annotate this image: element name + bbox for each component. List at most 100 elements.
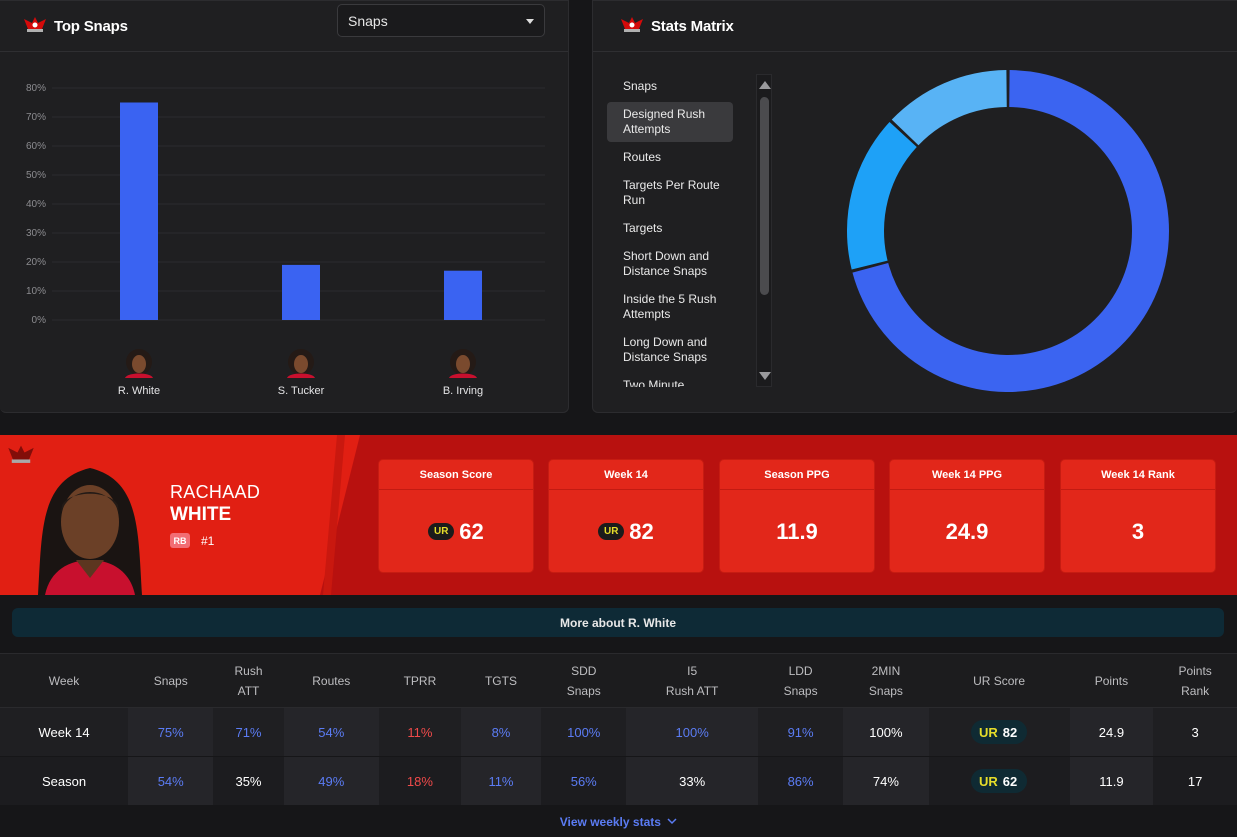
column-header-label: Rush ATT bbox=[665, 683, 719, 698]
column-header[interactable]: 2MIN Snaps bbox=[843, 653, 929, 708]
column-header-label: TPRR bbox=[403, 673, 437, 688]
stat-card-label: Week 14 Rank bbox=[1061, 460, 1215, 490]
stat-card-value-wrap: UR 62 bbox=[379, 490, 533, 572]
position-badge: RB bbox=[170, 533, 190, 548]
matrix-item[interactable]: Routes bbox=[623, 150, 662, 164]
stat-card-season-score: Season Score UR 62 bbox=[378, 459, 534, 573]
column-header[interactable]: I5 Rush ATT bbox=[626, 653, 758, 708]
cell-points-rank: 17 bbox=[1153, 756, 1237, 806]
top-snaps-header: Top Snaps Snaps bbox=[0, 1, 568, 52]
column-header[interactable]: SDD Snaps bbox=[541, 653, 627, 708]
stat-card-label: Season Score bbox=[379, 460, 533, 490]
player-headshot bbox=[38, 468, 142, 595]
ur-logo-icon: UR bbox=[598, 523, 625, 540]
column-header[interactable]: LDD Snaps bbox=[757, 653, 844, 708]
x-category-label: B. Irving bbox=[443, 385, 483, 397]
donut-slice[interactable] bbox=[891, 70, 1007, 146]
column-header-label: UR Score bbox=[973, 673, 1026, 688]
weekly-stats-table: Week Snaps Rush ATT Routes TPRR TGTS SDD Snaps I5… bbox=[0, 653, 1237, 806]
team-logo-icon bbox=[621, 17, 643, 32]
column-header-label: ATT bbox=[237, 683, 260, 698]
column-header-label: 2MIN bbox=[871, 663, 901, 678]
column-header[interactable]: TGTS bbox=[460, 653, 542, 708]
x-category-label: S. Tucker bbox=[278, 385, 325, 397]
ur-logo-icon: UR bbox=[978, 724, 998, 740]
chevron-down-icon bbox=[667, 818, 677, 825]
matrix-item[interactable]: Inside the 5 Rush Attempts bbox=[623, 292, 717, 321]
matrix-item[interactable]: Two Minute bbox=[623, 378, 685, 387]
matrix-item[interactable]: Targets bbox=[623, 221, 663, 235]
cell-ldd: 91% bbox=[757, 707, 844, 757]
column-header[interactable]: Snaps bbox=[128, 653, 214, 708]
cell-ldd: 86% bbox=[757, 756, 844, 806]
stat-card-value: 62 bbox=[459, 518, 484, 544]
y-tick-label: 30% bbox=[26, 228, 46, 239]
player-avatar bbox=[287, 349, 315, 378]
top-snaps-bar-chart: 0% 10% 20% 30% 40% 50% 60% 70% 80% R. White S. Tuc… bbox=[26, 83, 545, 397]
column-header-label: Rush bbox=[234, 663, 263, 678]
column-header-label: I5 bbox=[687, 663, 698, 678]
column-header[interactable]: TPRR bbox=[378, 653, 461, 708]
table-header-row: Week Snaps Rush ATT Routes TPRR TGTS SDD Snaps I5… bbox=[0, 653, 1237, 708]
column-header[interactable]: Routes bbox=[283, 653, 379, 708]
cell-points: 11.9 bbox=[1069, 756, 1154, 806]
donut-slice[interactable] bbox=[847, 121, 917, 270]
scroll-up-icon[interactable] bbox=[759, 81, 771, 89]
stat-card-label: Week 14 PPG bbox=[890, 460, 1044, 490]
column-header-label: SDD bbox=[571, 663, 597, 678]
column-header[interactable]: UR Score bbox=[928, 653, 1070, 708]
matrix-item[interactable]: Short Down and Distance Snaps bbox=[623, 249, 710, 278]
column-header[interactable]: Week bbox=[0, 653, 129, 708]
cell-i5: 100% bbox=[626, 707, 758, 757]
matrix-item[interactable]: Snaps bbox=[623, 79, 658, 93]
cell-sdd: 100% bbox=[541, 707, 627, 757]
y-tick-label: 80% bbox=[26, 83, 46, 94]
cell-routes: 49% bbox=[283, 756, 379, 806]
matrix-item[interactable]: Targets Per Route Run bbox=[623, 178, 720, 207]
stat-card-value-wrap: UR 82 bbox=[549, 490, 703, 572]
matrix-item[interactable]: Long Down and Distance Snaps bbox=[623, 335, 708, 364]
stat-card-label: Week 14 bbox=[549, 460, 703, 490]
chevron-down-icon bbox=[526, 19, 534, 24]
ur-score-pill: UR 82 bbox=[970, 720, 1028, 744]
stat-card-season-ppg: Season PPG 11.9 bbox=[719, 459, 875, 573]
matrix-scrollbar[interactable] bbox=[756, 74, 772, 387]
cell-rush-att: 35% bbox=[213, 756, 284, 806]
bar[interactable] bbox=[444, 270, 482, 320]
stat-card-value: 82 bbox=[629, 518, 654, 544]
jersey-number: #1 bbox=[201, 534, 215, 548]
cell-points-rank: 3 bbox=[1153, 707, 1237, 757]
column-header[interactable]: Points Rank bbox=[1153, 653, 1237, 708]
top-snaps-title: Top Snaps bbox=[54, 17, 128, 35]
scroll-thumb[interactable] bbox=[760, 97, 769, 295]
y-tick-label: 70% bbox=[26, 112, 46, 123]
cell-tgts: 11% bbox=[460, 756, 542, 806]
metric-dropdown[interactable]: Snaps bbox=[337, 4, 545, 37]
table-row-week14: Week 14 75% 71% 54% 11% 8% 100% 100% 91%… bbox=[0, 707, 1237, 757]
stat-card-value: 3 bbox=[1131, 518, 1145, 544]
stats-matrix-title: Stats Matrix bbox=[651, 17, 734, 35]
cell-tprr: 18% bbox=[378, 756, 461, 806]
column-header-label: Rank bbox=[1181, 683, 1210, 698]
y-tick-label: 10% bbox=[26, 286, 46, 297]
x-category-label: R. White bbox=[118, 385, 160, 397]
metric-dropdown-value: Snaps bbox=[348, 12, 388, 29]
stats-matrix-donut-chart bbox=[847, 70, 1169, 393]
column-header[interactable]: Rush ATT bbox=[213, 653, 284, 708]
matrix-item[interactable]: Designed Rush Attempts bbox=[607, 102, 733, 142]
cell-tprr: 11% bbox=[378, 707, 461, 757]
bar[interactable] bbox=[282, 264, 320, 320]
column-header-label: Snaps bbox=[868, 683, 903, 698]
ur-logo-icon: UR bbox=[428, 523, 455, 540]
scroll-down-icon[interactable] bbox=[759, 372, 771, 380]
more-about-button[interactable]: More about R. White bbox=[12, 608, 1224, 637]
column-header-label: LDD bbox=[788, 663, 813, 678]
y-tick-label: 50% bbox=[26, 170, 46, 181]
column-header-label: Points bbox=[1094, 673, 1129, 688]
ur-score-value: 82 bbox=[1002, 724, 1018, 740]
cell-snaps: 75% bbox=[128, 707, 214, 757]
column-header[interactable]: Points bbox=[1069, 653, 1154, 708]
column-header-label: Points bbox=[1178, 663, 1212, 678]
view-weekly-stats-link[interactable]: View weekly stats bbox=[0, 815, 1237, 829]
bar[interactable] bbox=[120, 102, 158, 321]
